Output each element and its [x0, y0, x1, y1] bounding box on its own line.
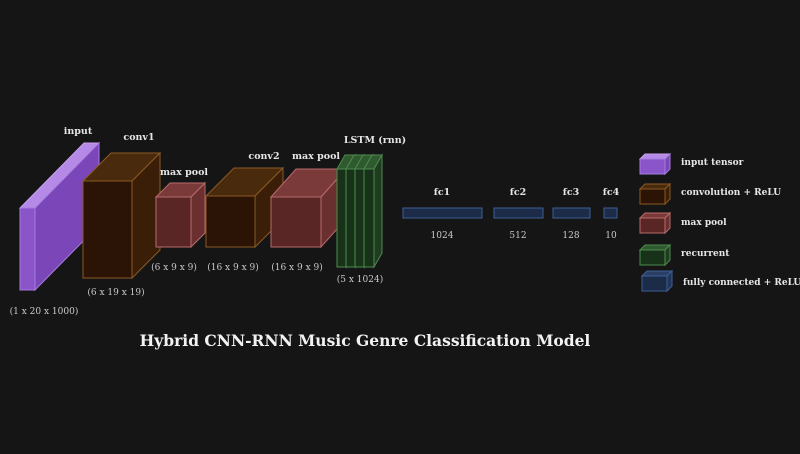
fc2-label: fc2	[510, 187, 526, 198]
pool2-dims: (16 x 9 x 9)	[271, 262, 323, 273]
pool1-dims: (6 x 9 x 9)	[151, 262, 197, 273]
lstm-dims: (5 x 1024)	[337, 274, 383, 285]
fc1-bar	[402, 207, 483, 219]
legend: input tensor convolution + ReLU max pool…	[638, 152, 800, 293]
conv2-label: conv2	[248, 151, 279, 162]
legend-pool-label: max pool	[681, 218, 727, 228]
fc1-label: fc1	[434, 187, 450, 198]
legend-fc-label: fully connected + ReLU	[683, 278, 800, 288]
legend-input-label: input tensor	[681, 158, 744, 168]
legend-recurrent-label: recurrent	[681, 249, 730, 259]
pool1-label: max pool	[160, 167, 208, 178]
legend-item-recurrent: recurrent	[638, 243, 730, 267]
lstm-slice	[363, 153, 383, 269]
legend-conv-label: convolution + ReLU	[681, 188, 781, 198]
lstm-block	[336, 153, 383, 269]
fc1-size: 1024	[431, 231, 454, 241]
lstm-label: LSTM (rnn)	[344, 135, 406, 146]
conv1-label: conv1	[123, 132, 154, 143]
input-dims: (1 x 20 x 1000)	[10, 306, 79, 317]
fc4-size: 10	[605, 231, 617, 241]
diagram-title: Hybrid CNN-RNN Music Genre Classificatio…	[140, 331, 591, 350]
fc3-bar	[552, 207, 591, 219]
conv2-dims: (16 x 9 x 9)	[207, 262, 259, 273]
fc4-label: fc4	[603, 187, 620, 198]
input-label: input	[64, 126, 93, 137]
conv1-block	[81, 151, 162, 280]
fc3-label: fc3	[563, 187, 579, 198]
conv2-block	[204, 166, 285, 249]
fc3-size: 128	[562, 231, 579, 241]
fc2-bar	[493, 207, 544, 219]
pool2-label: max pool	[292, 151, 340, 162]
input-tensor-block	[18, 141, 101, 292]
legend-item-fc: fully connected + ReLU	[640, 269, 800, 293]
fc2-size: 512	[509, 231, 526, 241]
legend-item-input: input tensor	[638, 152, 744, 176]
pool1-block	[154, 181, 207, 249]
legend-item-pool: max pool	[638, 211, 727, 235]
legend-item-conv: convolution + ReLU	[638, 182, 781, 206]
conv1-dims: (6 x 19 x 19)	[87, 287, 144, 298]
fc4-bar	[603, 207, 618, 219]
